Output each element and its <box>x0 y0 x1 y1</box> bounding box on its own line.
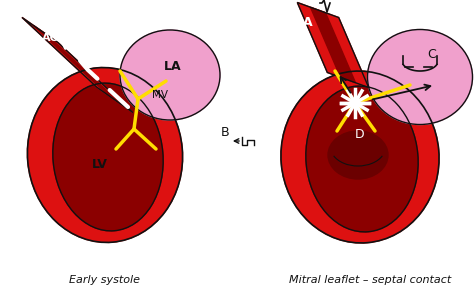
Text: A: A <box>303 17 313 30</box>
Text: C: C <box>428 48 437 61</box>
Text: AO: AO <box>42 33 60 43</box>
Ellipse shape <box>281 71 439 243</box>
Polygon shape <box>34 25 121 105</box>
Ellipse shape <box>328 131 388 179</box>
Text: Early systole: Early systole <box>70 275 140 285</box>
Ellipse shape <box>53 83 163 231</box>
Text: B: B <box>221 127 229 140</box>
Text: D: D <box>355 129 365 142</box>
Ellipse shape <box>367 30 473 124</box>
Text: MV: MV <box>152 90 168 100</box>
Ellipse shape <box>306 86 418 232</box>
Polygon shape <box>297 2 369 88</box>
Ellipse shape <box>120 30 220 120</box>
Text: LA: LA <box>164 60 182 73</box>
Polygon shape <box>22 17 133 113</box>
Ellipse shape <box>27 68 182 242</box>
Polygon shape <box>310 7 356 83</box>
Text: LV: LV <box>92 158 108 171</box>
Text: Mitral leaflet – septal contact: Mitral leaflet – septal contact <box>289 275 451 285</box>
